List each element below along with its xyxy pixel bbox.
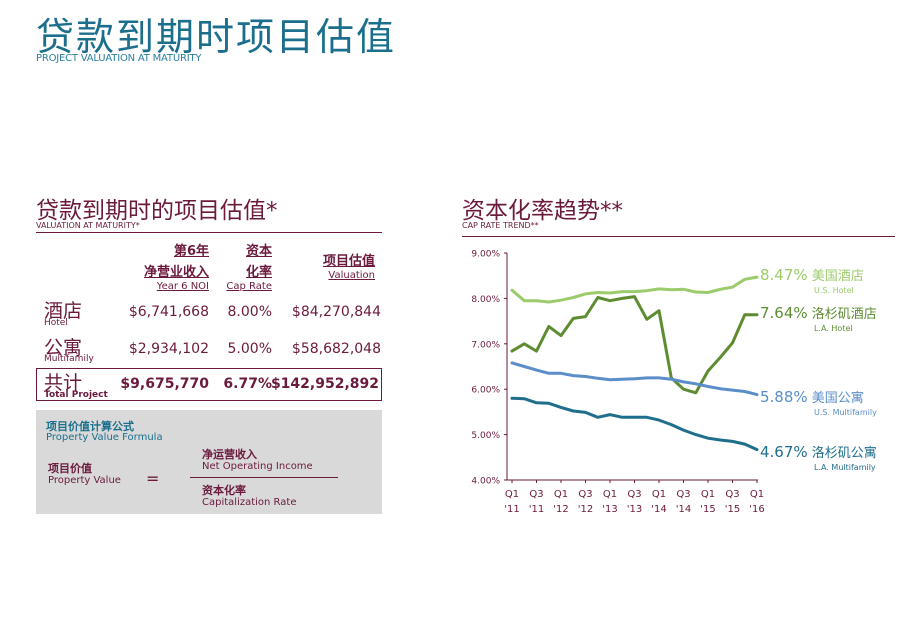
y-tick-label: 5.00% xyxy=(471,431,500,441)
formula-fraction-line xyxy=(190,477,338,478)
y-tick-label: 6.00% xyxy=(471,386,500,396)
page-title: 贷款到期时项目估值 xyxy=(36,15,397,59)
series-end-value: 4.67% xyxy=(760,443,808,461)
row-hotel-cap: 8.00% xyxy=(227,304,272,320)
x-tick-year: '11 xyxy=(504,504,519,515)
series-line xyxy=(510,295,759,395)
x-tick-quarter: Q1 xyxy=(554,489,568,500)
total-label: 共计 xyxy=(44,372,83,394)
x-tick-quarter: Q3 xyxy=(676,489,690,500)
x-tick-year: '15 xyxy=(725,504,740,515)
series-line xyxy=(510,396,759,452)
y-tick-label: 9.00% xyxy=(471,250,500,260)
x-tick-year: '16 xyxy=(749,504,764,515)
total-noi: $9,675,770 xyxy=(120,376,209,392)
series-end-label: 4.67% 洛杉矶公寓 xyxy=(760,443,877,461)
series-end-label: 5.88% 美国公寓 xyxy=(760,388,864,406)
series-name: 洛杉矶公寓 xyxy=(808,445,877,461)
row-multifamily-label: 公寓 xyxy=(44,337,83,359)
series-name: 美国公寓 xyxy=(808,390,864,406)
total-label-en: Total Project xyxy=(44,390,108,400)
x-tick-quarter: Q1 xyxy=(603,489,617,500)
x-tick-quarter: Q3 xyxy=(529,489,543,500)
row-multifamily-value: $58,682,048 xyxy=(291,341,381,357)
x-tick-quarter: Q1 xyxy=(652,489,666,500)
y-tick-label: 4.00% xyxy=(471,477,500,487)
series-end-value: 8.47% xyxy=(760,266,808,284)
chart-title: 资本化率趋势** xyxy=(462,198,623,224)
row-multifamily-cap: 5.00% xyxy=(227,341,272,357)
series-name-en: L.A. Hotel xyxy=(814,324,853,333)
x-tick-year: '13 xyxy=(602,504,617,515)
series-name: 美国酒店 xyxy=(808,269,864,284)
series-line xyxy=(510,275,759,304)
x-tick-year: '14 xyxy=(676,504,691,515)
total-value: $142,952,892 xyxy=(270,376,379,392)
series-end-value: 5.88% xyxy=(760,388,808,406)
valuation-title-rule xyxy=(36,232,382,233)
x-tick-year: '13 xyxy=(627,504,642,515)
formula-left: 项目价值 xyxy=(48,462,92,475)
chart-subtitle: CAP RATE TREND** xyxy=(462,221,539,230)
formula-panel xyxy=(36,410,382,514)
row-hotel-noi: $6,741,668 xyxy=(128,304,209,320)
x-tick-quarter: Q3 xyxy=(627,489,641,500)
x-tick-quarter: Q3 xyxy=(725,489,739,500)
formula-numerator: 净运营收入 xyxy=(202,448,257,461)
series-end-value: 7.64% xyxy=(760,304,808,322)
row-multifamily-noi: $2,934,102 xyxy=(128,341,209,357)
row-hotel-value: $84,270,844 xyxy=(291,304,381,320)
chart-title-rule xyxy=(462,236,895,237)
row-multifamily-label-en: Multifamily xyxy=(44,354,94,364)
x-tick-quarter: Q1 xyxy=(750,489,764,500)
header-noi-line2: 净营业收入 xyxy=(143,265,209,280)
x-tick-year: '11 xyxy=(529,504,544,515)
page-subtitle: PROJECT VALUATION AT MATURITY xyxy=(36,53,202,64)
formula-equals: = xyxy=(146,469,160,488)
y-tick-label: 8.00% xyxy=(471,295,500,305)
y-tick-label: 7.00% xyxy=(471,340,500,350)
header-value-en: Valuation xyxy=(328,270,375,281)
header-noi-en: Year 6 NOI xyxy=(156,281,209,292)
formula-left-en: Property Value xyxy=(48,475,121,486)
series-line xyxy=(510,361,759,397)
x-tick-quarter: Q1 xyxy=(701,489,715,500)
formula-denominator: 资本化率 xyxy=(202,484,246,497)
header-noi-line1: 第6年 xyxy=(173,244,209,259)
x-tick-quarter: Q3 xyxy=(578,489,592,500)
series-name: 洛杉矶酒店 xyxy=(808,307,877,322)
x-tick-year: '15 xyxy=(700,504,715,515)
valuation-title: 贷款到期时的项目估值* xyxy=(36,198,278,224)
header-value: 项目估值 xyxy=(322,254,375,269)
formula-numerator-en: Net Operating Income xyxy=(202,461,313,472)
x-tick-quarter: Q1 xyxy=(505,489,519,500)
formula-denominator-en: Capitalization Rate xyxy=(202,497,297,508)
formula-title: 项目价值计算公式 xyxy=(46,420,134,433)
x-tick-year: '12 xyxy=(578,504,593,515)
total-row xyxy=(36,368,382,401)
header-cap-line1: 资本 xyxy=(245,244,272,259)
series-name-en: U.S. Hotel xyxy=(814,286,854,295)
series-end-label: 8.47% 美国酒店 xyxy=(760,266,864,284)
x-tick-year: '14 xyxy=(651,504,666,515)
series-name-en: L.A. Multifamily xyxy=(814,463,876,472)
header-cap-en: Cap Rate xyxy=(226,281,272,292)
series-end-label: 7.64% 洛杉矶酒店 xyxy=(760,304,877,322)
formula-title-en: Property Value Formula xyxy=(46,432,163,443)
x-tick-year: '12 xyxy=(553,504,568,515)
series-name-en: U.S. Multifamily xyxy=(814,408,877,417)
row-hotel-label-en: Hotel xyxy=(44,318,68,328)
valuation-subtitle: VALUATION AT MATURITY* xyxy=(36,221,140,230)
row-hotel-label: 酒店 xyxy=(44,300,83,322)
total-cap: 6.77% xyxy=(223,376,272,392)
header-cap-line2: 化率 xyxy=(245,265,272,280)
